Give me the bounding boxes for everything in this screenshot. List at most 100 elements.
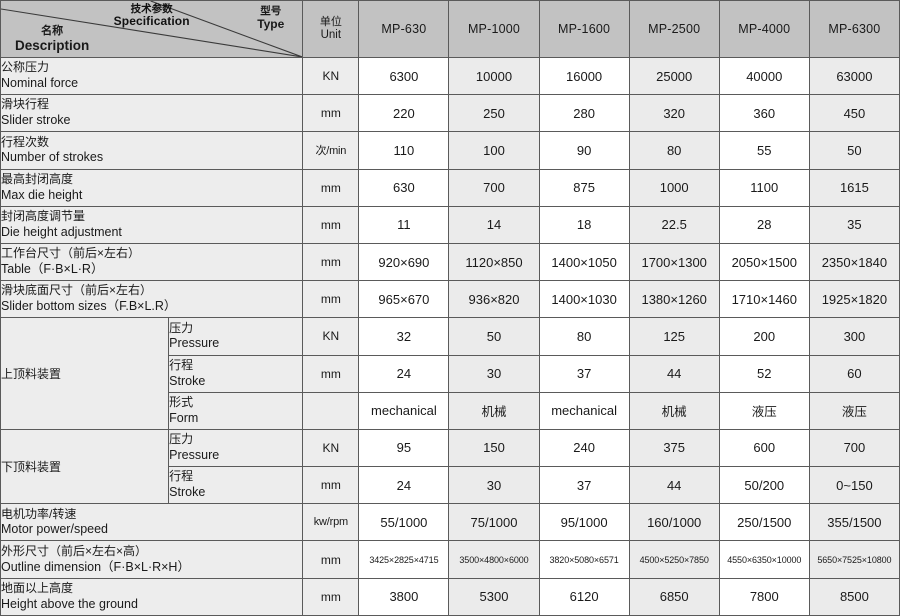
cell-value: 25000: [628, 56, 720, 96]
row-label-en: Nominal force: [1, 76, 79, 91]
header-model-mp-1600: MP-1600: [538, 0, 630, 58]
row-label-en: Table（F·B×L·R）: [1, 262, 104, 277]
row-label-outline-dimension: 外形尺寸（前后×左右×高） Outline dimension（F·B×L·R×…: [0, 540, 304, 579]
sub-label-en: Stroke: [169, 485, 206, 500]
cell-value: 95: [358, 428, 450, 468]
header-type-cn: 型号: [260, 5, 282, 17]
cell-value: 300: [808, 317, 900, 356]
cell-value: 1100: [718, 168, 810, 207]
cell-value: 6300: [358, 56, 450, 96]
sub-label-cn: 行程: [169, 357, 194, 372]
sub-label-pressure: 压力 Pressure: [168, 428, 304, 468]
row-unit: KN: [302, 56, 360, 96]
cell-value: 22.5: [628, 205, 720, 244]
table-row: 行程 Stroke mm 24 30 37 44 50/200 0~150: [1, 466, 900, 505]
table-row: 上顶料装置 压力 Pressure KN 32 50 80 125 200 30…: [0, 317, 900, 430]
sub-label-pressure: 压力 Pressure: [168, 317, 304, 356]
cell-value: 240: [538, 428, 630, 468]
row-unit: 次/min: [302, 131, 360, 170]
header-model-mp-2500: MP-2500: [628, 0, 720, 58]
sub-label-stroke: 行程 Stroke: [168, 466, 304, 505]
header-corner-cell: 技术参数 Specification 型号 Type 名称 Descriptio…: [0, 0, 304, 58]
table-row: 公称压力 Nominal force KN 6300 10000 16000 2…: [0, 56, 900, 96]
cell-value: 150: [448, 428, 540, 468]
row-label-en: Max die height: [1, 187, 83, 202]
table-row: 外形尺寸（前后×左右×高） Outline dimension（F·B×L·R×…: [0, 540, 900, 579]
cell-value: 3500×4800×6000: [448, 540, 540, 579]
cell-value: 14: [448, 205, 540, 244]
sub-label-cn: 行程: [169, 469, 194, 484]
header-model-mp-630: MP-630: [358, 0, 450, 58]
row-label-cn: 公称压力: [1, 60, 50, 75]
cell-value: 630: [358, 168, 450, 207]
cell-value: 110: [358, 131, 450, 170]
row-label-die-height-adjustment: 封闭高度调节量 Die height adjustment: [0, 205, 304, 244]
cell-value: 100: [448, 131, 540, 170]
cell-value: 90: [538, 131, 630, 170]
row-label-table-size: 工作台尺寸（前后×左右） Table（F·B×L·R）: [0, 242, 304, 282]
row-label-en: Motor power/speed: [1, 522, 109, 537]
cell-value: 3800: [358, 577, 450, 616]
row-label-cn: 最高封闭高度: [1, 171, 74, 186]
row-label-en: Slider bottom sizes（F.B×L.R）: [1, 299, 177, 314]
cell-value: 63000: [808, 56, 900, 96]
row-unit: [302, 391, 360, 430]
row-label-cn: 地面以上高度: [1, 581, 74, 596]
row-unit: mm: [302, 540, 360, 579]
cell-value: 3425×2825×4715: [358, 540, 450, 579]
cell-value: 450: [808, 94, 900, 133]
row-label-en: Slider stroke: [1, 113, 71, 128]
header-model-mp-6300: MP-6300: [808, 0, 900, 58]
cell-value: 24: [358, 354, 450, 393]
cell-value: 50/200: [718, 466, 810, 505]
table-row: 电机功率/转速 Motor power/speed kw/rpm 55/1000…: [0, 503, 900, 542]
row-unit: mm: [302, 205, 360, 244]
row-label-cn: 封闭高度调节量: [1, 209, 86, 224]
cell-value: 24: [358, 466, 450, 505]
sub-label-en: Stroke: [169, 373, 206, 388]
table-row: 工作台尺寸（前后×左右） Table（F·B×L·R） mm 920×690 1…: [0, 242, 900, 282]
sub-label-form: 形式 Form: [168, 391, 304, 430]
table-row: 地面以上高度 Height above the ground mm 3800 5…: [0, 577, 900, 616]
table-row: 封闭高度调节量 Die height adjustment mm 11 14 1…: [0, 205, 900, 244]
cell-value: 5300: [448, 577, 540, 616]
row-unit: mm: [302, 354, 360, 393]
cell-value: 35: [808, 205, 900, 244]
cell-value: 875: [538, 168, 630, 207]
row-label-cn: 滑块底面尺寸（前后×左右）: [1, 283, 153, 298]
table-body: 公称压力 Nominal force KN 6300 10000 16000 2…: [0, 56, 900, 616]
cell-value: 1700×1300: [628, 242, 720, 282]
cell-value: 95/1000: [538, 503, 630, 542]
header-unit-cn: 单位: [319, 16, 342, 29]
row-label-max-die-height: 最高封闭高度 Max die height: [0, 168, 304, 207]
cell-value: 32: [358, 317, 450, 356]
cell-value: 1120×850: [448, 242, 540, 282]
cell-value: 700: [448, 168, 540, 207]
row-label-en: Number of strokes: [1, 150, 104, 165]
cell-value: 160/1000: [628, 503, 720, 542]
table-row: 形式 Form mechanical 机械 mechanical 机械 液压 液…: [1, 391, 900, 430]
header-row: 技术参数 Specification 型号 Type 名称 Descriptio…: [0, 0, 900, 58]
cell-value: 80: [628, 131, 720, 170]
row-label-en: Height above the ground: [1, 596, 138, 611]
row-label-cn: 电机功率/转速: [1, 506, 77, 521]
cell-value: 4550×6350×10000: [718, 540, 810, 579]
sub-label-en: Pressure: [169, 336, 220, 351]
cell-value: 1615: [808, 168, 900, 207]
cell-value: 液压: [808, 391, 900, 430]
diagonal-split-lines-icon: [1, 1, 303, 57]
cell-value: 4500×5250×7850: [628, 540, 720, 579]
sub-label-cn: 压力: [169, 432, 194, 447]
cell-value: 700: [808, 428, 900, 468]
cell-value: 0~150: [808, 466, 900, 505]
cell-value: 6850: [628, 577, 720, 616]
cell-value: 1400×1050: [538, 242, 630, 282]
row-label-cn: 行程次数: [1, 134, 50, 149]
table-row: 滑块行程 Slider stroke mm 220 250 280 320 36…: [0, 94, 900, 133]
group-label-upper-ejector: 上顶料装置: [0, 317, 170, 430]
cell-value: 55/1000: [358, 503, 450, 542]
cell-value: 7800: [718, 577, 810, 616]
cell-value: 375: [628, 428, 720, 468]
